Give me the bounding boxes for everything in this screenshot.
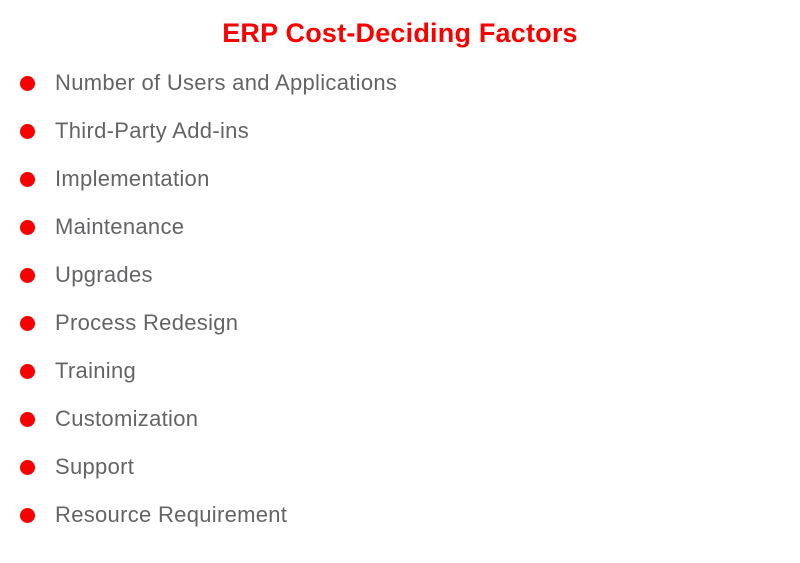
list-item-label: Implementation (55, 166, 210, 191)
list-item-label: Training (55, 358, 137, 383)
list-item: Maintenance (20, 203, 800, 251)
list-item: Support (20, 443, 800, 491)
bullet-icon (20, 507, 35, 523)
list-item: Training (20, 347, 800, 395)
bullet-icon (20, 267, 35, 283)
page-title: ERP Cost-Deciding Factors (222, 18, 578, 48)
list-item-label: Third-Party Add-ins (55, 118, 249, 143)
list-item: Process Redesign (20, 299, 800, 347)
list-item-label: Customization (55, 406, 199, 431)
bullet-icon (20, 411, 35, 427)
list-item: Customization (20, 395, 800, 443)
bullet-icon (20, 363, 35, 379)
factor-list: Number of Users and Applications Third-P… (0, 59, 800, 539)
list-item-label: Upgrades (55, 262, 153, 287)
list-item: Upgrades (20, 251, 800, 299)
list-item: Resource Requirement (20, 491, 800, 539)
list-item: Implementation (20, 155, 800, 203)
list-item-label: Number of Users and Applications (55, 70, 398, 95)
list-item: Number of Users and Applications (20, 59, 800, 107)
bullet-icon (20, 315, 35, 331)
bullet-icon (20, 171, 35, 187)
list-item-label: Resource Requirement (55, 502, 288, 527)
bullet-icon (20, 459, 35, 475)
list-item-label: Maintenance (55, 214, 185, 239)
bullet-icon (20, 123, 35, 139)
bullet-icon (20, 219, 35, 235)
list-item-label: Support (55, 454, 135, 479)
bullet-icon (20, 75, 35, 91)
list-item: Third-Party Add-ins (20, 107, 800, 155)
list-item-label: Process Redesign (55, 310, 239, 335)
